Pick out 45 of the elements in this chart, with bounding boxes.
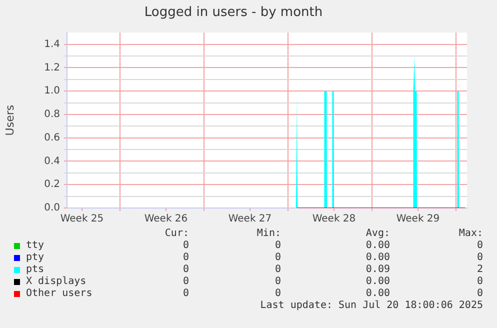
text: 0 [182,240,189,252]
y-tick-label: 1.4 [44,38,60,50]
text: 0.00 [366,276,390,288]
text: 0.09 [366,264,390,276]
text: 0 [476,288,483,300]
text: 0 [274,264,281,276]
legend-label: pts [26,264,44,276]
y-tick-label: 1.2 [44,62,60,74]
text: 0 [476,252,483,264]
text: 0 [476,276,483,288]
legend-label: Other users [26,288,92,300]
text: 2 [476,264,483,276]
x-tick-label: Week 26 [144,214,188,225]
legend-label: X displays [26,276,86,288]
text: 0 [476,240,483,252]
y-tick-label: 1.0 [44,86,60,97]
x-tick-label: Week 27 [228,214,272,225]
text: 0 [274,288,281,300]
text: 0.00 [366,288,390,300]
text: 0 [182,264,189,276]
chart-title: Logged in users - by month [144,5,323,20]
legend-label: pty [26,252,44,264]
text: Max: [458,228,483,240]
y-tick-label: 0.8 [44,109,60,120]
y-tick-label: 0.0 [44,202,60,214]
y-tick-label: 0.6 [44,132,60,144]
text: 0.00 [366,240,390,252]
text: 0 [182,252,189,264]
text: 0 [274,240,281,252]
text: 0 [274,252,281,264]
x-tick-label: Week 28 [312,214,356,225]
y-tick-label: 0.4 [44,156,60,167]
text: 0 [182,288,189,300]
y-tick-label: 0.2 [44,179,60,190]
x-tick-label: Week 25 [60,214,104,225]
legend-label: tty [26,240,44,252]
x-tick-label: Week 29 [396,214,440,225]
text: Avg: [366,228,390,240]
text: 0.00 [366,252,390,264]
text: 0 [274,276,281,288]
text: Last update: Sun Jul 20 18:00:06 2025 [260,300,483,312]
text: Cur: [164,228,189,240]
text: 0 [182,276,189,288]
y-axis-title: Users [3,104,16,136]
text: Min: [256,228,281,240]
